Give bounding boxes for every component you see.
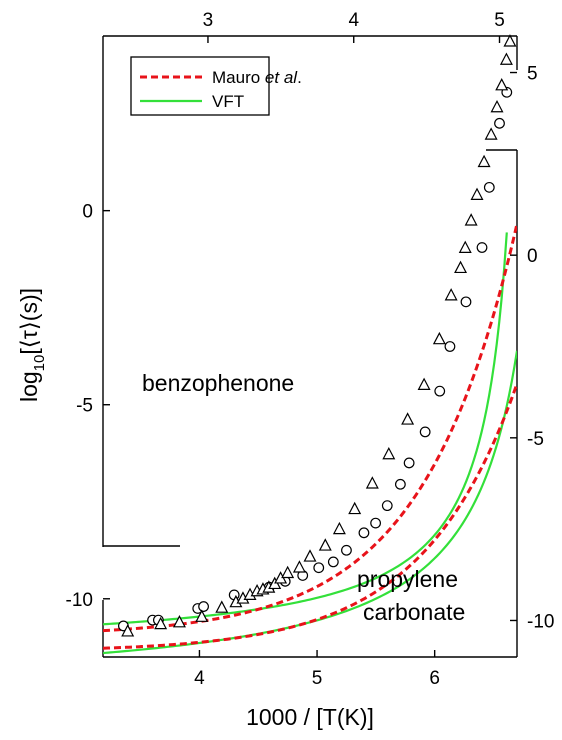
legend-label-mauro-italic: et al <box>265 68 298 87</box>
point-propylene-carbonate-20 <box>382 446 396 460</box>
point-propylene-carbonate-27 <box>464 213 478 226</box>
point-propylene-carbonate-1 <box>154 616 168 630</box>
curve-vft-benzophenone <box>103 232 508 626</box>
right-tick-label-0: 5 <box>527 64 538 85</box>
legend-label-mauro-pre: Mauro <box>212 68 265 87</box>
point-propylene-carbonate-28 <box>470 187 484 201</box>
right-tick-label-3: -10 <box>527 611 554 632</box>
axes-frame <box>102 35 518 658</box>
point-benzophenone-22 <box>483 181 495 193</box>
y-axis-title: log10[⟨τ⟩(s)] <box>16 288 48 402</box>
point-propylene-carbonate-13 <box>281 565 295 579</box>
point-benzophenone-18 <box>434 385 446 397</box>
point-propylene-carbonate-21 <box>401 412 415 425</box>
point-benzophenone-15 <box>394 478 406 490</box>
right-tick-label-2: -5 <box>527 429 544 450</box>
tick-marks <box>103 36 517 657</box>
point-propylene-carbonate-4 <box>215 600 229 613</box>
y-axis-title-sub: 10 <box>31 355 48 372</box>
bottom-tick-label-1: 5 <box>312 668 323 689</box>
point-benzophenone-16 <box>403 457 415 469</box>
point-propylene-carbonate-30 <box>484 127 498 140</box>
point-benzophenone-11 <box>341 544 352 556</box>
point-benzophenone-13 <box>370 517 381 529</box>
bottom-tick-label-0: 4 <box>194 668 205 689</box>
left-tick-label-1: -5 <box>76 396 93 417</box>
top-tick-label-0: 3 <box>203 10 214 31</box>
annotation-carbonate: carbonate <box>363 599 465 625</box>
point-benzophenone-20 <box>460 296 472 308</box>
x-axis-title: 1000 / [T(K)] <box>246 704 374 730</box>
curve-mauro-propylene-carbonate <box>103 383 517 650</box>
legend: Mauro et al. VFT <box>130 56 302 116</box>
point-propylene-carbonate-25 <box>454 260 468 274</box>
point-benzophenone-21 <box>476 242 488 253</box>
right-tick-label-1: 0 <box>527 246 538 267</box>
top-tick-label-1: 4 <box>348 10 359 31</box>
point-propylene-carbonate-19 <box>365 476 379 489</box>
point-benzophenone-17 <box>419 426 431 438</box>
top-tick-label-2: 5 <box>494 10 505 31</box>
point-propylene-carbonate-14 <box>292 560 306 573</box>
point-propylene-carbonate-17 <box>332 521 346 535</box>
curve-mauro-benzophenone <box>103 223 517 633</box>
point-benzophenone-10 <box>327 556 339 568</box>
legend-label-mauro: Mauro et al. <box>212 68 302 87</box>
legend-label-mauro-post: . <box>297 68 302 87</box>
point-propylene-carbonate-23 <box>432 331 446 345</box>
point-benzophenone-14 <box>381 500 393 512</box>
point-propylene-carbonate-18 <box>348 501 362 515</box>
point-propylene-carbonate-15 <box>303 549 317 562</box>
annotation-benzophenone: benzophenone <box>142 370 294 396</box>
point-benzophenone-23 <box>494 117 505 129</box>
point-benzophenone-19 <box>444 341 456 352</box>
point-propylene-carbonate-31 <box>490 99 504 113</box>
left-tick-label-2: -10 <box>66 590 93 611</box>
tick-labels: 4 5 6 3 4 5 0 -5 -10 5 0 -5 -10 <box>66 10 555 689</box>
point-propylene-carbonate-26 <box>458 240 472 253</box>
left-tick-label-0: 0 <box>82 202 93 223</box>
point-propylene-carbonate-2 <box>172 615 186 628</box>
y-axis-title-post: [⟨τ⟩(s)] <box>16 288 42 355</box>
point-benzophenone-9 <box>313 562 325 574</box>
point-propylene-carbonate-24 <box>444 288 458 301</box>
data-markers <box>118 34 517 637</box>
point-benzophenone-4 <box>198 601 209 612</box>
legend-label-vft: VFT <box>212 92 244 111</box>
legend-box <box>130 56 270 116</box>
point-propylene-carbonate-29 <box>477 154 491 168</box>
bottom-tick-label-2: 6 <box>429 668 440 689</box>
point-benzophenone-12 <box>358 527 370 539</box>
point-propylene-carbonate-32 <box>495 78 509 91</box>
y-axis-title-pre: log <box>16 371 42 402</box>
annotation-propylene: propylene <box>357 566 458 592</box>
point-propylene-carbonate-33 <box>499 52 513 65</box>
point-propylene-carbonate-22 <box>417 377 431 390</box>
point-propylene-carbonate-0 <box>121 624 135 637</box>
point-propylene-carbonate-16 <box>318 538 332 551</box>
point-propylene-carbonate-3 <box>195 609 209 622</box>
curves <box>103 223 517 655</box>
point-propylene-carbonate-34 <box>503 34 517 47</box>
